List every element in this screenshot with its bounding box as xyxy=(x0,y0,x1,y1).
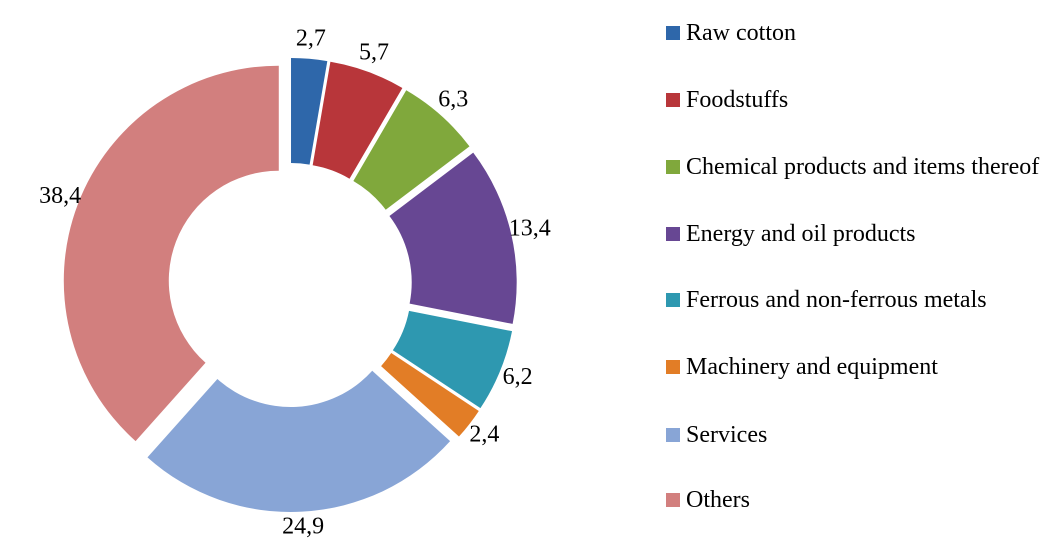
donut-slice xyxy=(63,65,279,442)
donut-slice xyxy=(147,370,451,512)
data-label: 2,7 xyxy=(296,25,326,51)
donut-slice xyxy=(291,58,328,165)
data-label: 13,4 xyxy=(509,215,551,241)
legend-swatch xyxy=(666,493,680,507)
legend-label: Machinery and equipment xyxy=(686,354,938,380)
legend-label: Foodstuffs xyxy=(686,87,789,113)
data-label: 6,3 xyxy=(438,86,468,112)
donut-slice xyxy=(392,310,513,409)
legend-swatch xyxy=(666,26,680,40)
donut-slice xyxy=(353,90,470,210)
data-label: 2,4 xyxy=(469,421,499,447)
legend-swatch xyxy=(666,93,680,107)
data-label: 6,2 xyxy=(503,364,533,390)
legend-label: Energy and oil products xyxy=(686,221,916,247)
legend-label: Raw cotton xyxy=(686,20,796,46)
data-label: 38,4 xyxy=(39,183,81,209)
legend-label: Ferrous and non-ferrous metals xyxy=(686,287,987,313)
legend-label: Services xyxy=(686,422,768,448)
legend-swatch xyxy=(666,293,680,307)
legend-swatch xyxy=(666,160,680,174)
donut-slice xyxy=(389,152,517,324)
legend-label: Chemical products and items thereof xyxy=(686,154,1040,180)
data-label: 24,9 xyxy=(282,514,324,540)
donut-slice xyxy=(312,61,403,179)
legend-swatch xyxy=(666,360,680,374)
legend-swatch xyxy=(666,428,680,442)
legend-swatch xyxy=(666,227,680,241)
data-label: 5,7 xyxy=(359,39,389,65)
legend-label: Others xyxy=(686,487,750,513)
chart: 2,7 5,7 6,3 13,4 6,2 2,4 24,9 38,4 xyxy=(39,25,551,540)
donut-slice xyxy=(381,353,479,437)
